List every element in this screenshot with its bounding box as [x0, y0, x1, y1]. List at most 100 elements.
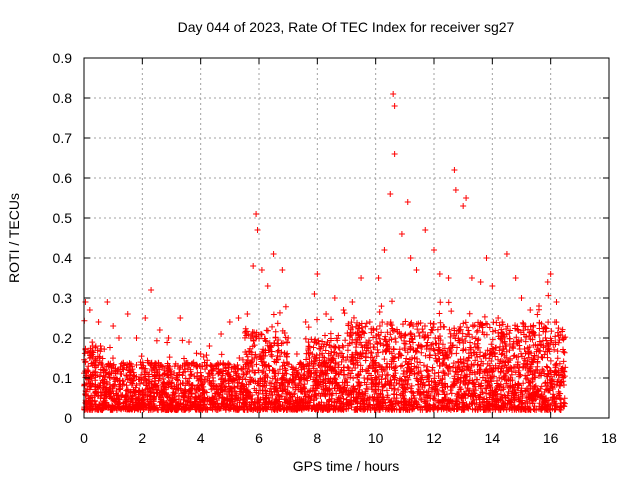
- data-point-cloud: [188, 360, 195, 367]
- data-point-cloud: [486, 390, 493, 397]
- data-point-cloud: [249, 329, 256, 336]
- data-point-cloud: [150, 364, 157, 371]
- data-point-cloud: [501, 373, 508, 380]
- data-point: [124, 311, 131, 317]
- data-point-cloud: [552, 333, 559, 340]
- data-point-cloud: [203, 352, 210, 359]
- data-point-cloud: [446, 345, 453, 352]
- data-point: [311, 291, 318, 297]
- data-point-cloud: [483, 366, 490, 373]
- data-point-cloud: [194, 382, 201, 389]
- data-point-cloud: [268, 351, 275, 358]
- data-point-cloud: [209, 399, 216, 406]
- data-point-cloud: [429, 340, 436, 347]
- data-point-cloud: [281, 350, 288, 357]
- data-point-cloud: [429, 364, 436, 371]
- data-point-cloud: [390, 345, 397, 352]
- data-point-cloud: [401, 404, 408, 411]
- data-point-cloud: [496, 406, 503, 413]
- data-point-cloud: [560, 348, 567, 355]
- data-point-cloud: [343, 396, 350, 403]
- data-point-cloud: [467, 339, 474, 346]
- data-point-cloud: [489, 345, 496, 352]
- data-point-cloud: [299, 362, 306, 369]
- data-point-cloud: [409, 339, 416, 346]
- data-point-cloud: [109, 403, 116, 410]
- data-point-cloud: [186, 387, 193, 394]
- data-point-cloud: [122, 392, 129, 399]
- data-point-cloud: [408, 382, 415, 389]
- data-point-cloud: [444, 400, 451, 407]
- data-point-cloud: [354, 351, 361, 358]
- data-point-cloud: [467, 349, 474, 356]
- data-point-cloud: [263, 363, 270, 370]
- data-point: [244, 311, 251, 317]
- data-point-cloud: [420, 362, 427, 369]
- data-point-cloud: [431, 375, 438, 382]
- data-point-cloud: [435, 356, 442, 363]
- data-point-cloud: [432, 352, 439, 359]
- data-point-cloud: [392, 367, 399, 374]
- data-point-cloud: [99, 377, 106, 384]
- data-point-cloud: [402, 341, 409, 348]
- data-point-cloud: [500, 331, 507, 338]
- data-point-cloud: [396, 375, 403, 382]
- data-point-cloud: [340, 354, 347, 361]
- data-point-cloud: [148, 381, 155, 388]
- data-point-cloud: [434, 358, 441, 365]
- data-point-cloud: [297, 396, 304, 403]
- data-point-cloud: [555, 392, 562, 399]
- data-point-cloud: [551, 319, 558, 326]
- data-point-cloud: [402, 386, 409, 393]
- data-point-cloud: [242, 328, 249, 335]
- data-point-cloud: [313, 395, 320, 402]
- data-point: [398, 231, 405, 237]
- data-point-cloud: [470, 349, 477, 356]
- data-point-cloud: [559, 374, 566, 381]
- data-point-cloud: [423, 389, 430, 396]
- data-point-cloud: [491, 373, 497, 380]
- data-point-cloud: [276, 398, 283, 405]
- data-point-cloud: [482, 320, 489, 327]
- data-point-cloud: [273, 379, 280, 386]
- data-point-cloud: [439, 397, 446, 404]
- data-point-cloud: [269, 391, 276, 398]
- data-point-cloud: [92, 386, 99, 393]
- data-point-cloud: [489, 336, 496, 343]
- data-point-cloud: [103, 370, 110, 377]
- data-point-cloud: [322, 392, 329, 399]
- data-point-cloud: [552, 368, 559, 375]
- data-point-cloud: [526, 343, 533, 350]
- data-point: [235, 315, 242, 321]
- data-point-cloud: [394, 328, 401, 335]
- data-point-cloud: [328, 392, 335, 399]
- data-point-cloud: [140, 396, 147, 403]
- data-point-cloud: [506, 335, 513, 342]
- data-point-cloud: [163, 389, 170, 396]
- data-point-cloud: [370, 397, 377, 404]
- data-point-cloud: [105, 371, 112, 378]
- data-point-cloud: [328, 366, 335, 373]
- data-point-cloud: [503, 354, 510, 361]
- data-point-cloud: [420, 329, 427, 336]
- data-point-cloud: [357, 339, 364, 346]
- y-tick-label: 0.6: [53, 170, 73, 186]
- data-point-cloud: [460, 346, 467, 353]
- data-point-cloud: [108, 395, 115, 402]
- data-point-cloud: [393, 326, 400, 333]
- data-point-cloud: [512, 369, 519, 376]
- data-point-cloud: [246, 348, 253, 355]
- data-point-cloud: [350, 375, 357, 382]
- data-point: [483, 255, 490, 261]
- data-point: [314, 271, 321, 277]
- data-point-cloud: [264, 327, 271, 334]
- y-tick-label: 0.3: [53, 290, 73, 306]
- data-point-cloud: [547, 406, 554, 413]
- data-point-cloud: [262, 377, 269, 384]
- data-point-cloud: [502, 393, 509, 400]
- data-point-cloud: [82, 391, 89, 398]
- data-point-cloud: [522, 388, 529, 395]
- data-point-cloud: [375, 362, 382, 369]
- data-point-cloud: [338, 400, 345, 407]
- data-point-cloud: [101, 373, 108, 380]
